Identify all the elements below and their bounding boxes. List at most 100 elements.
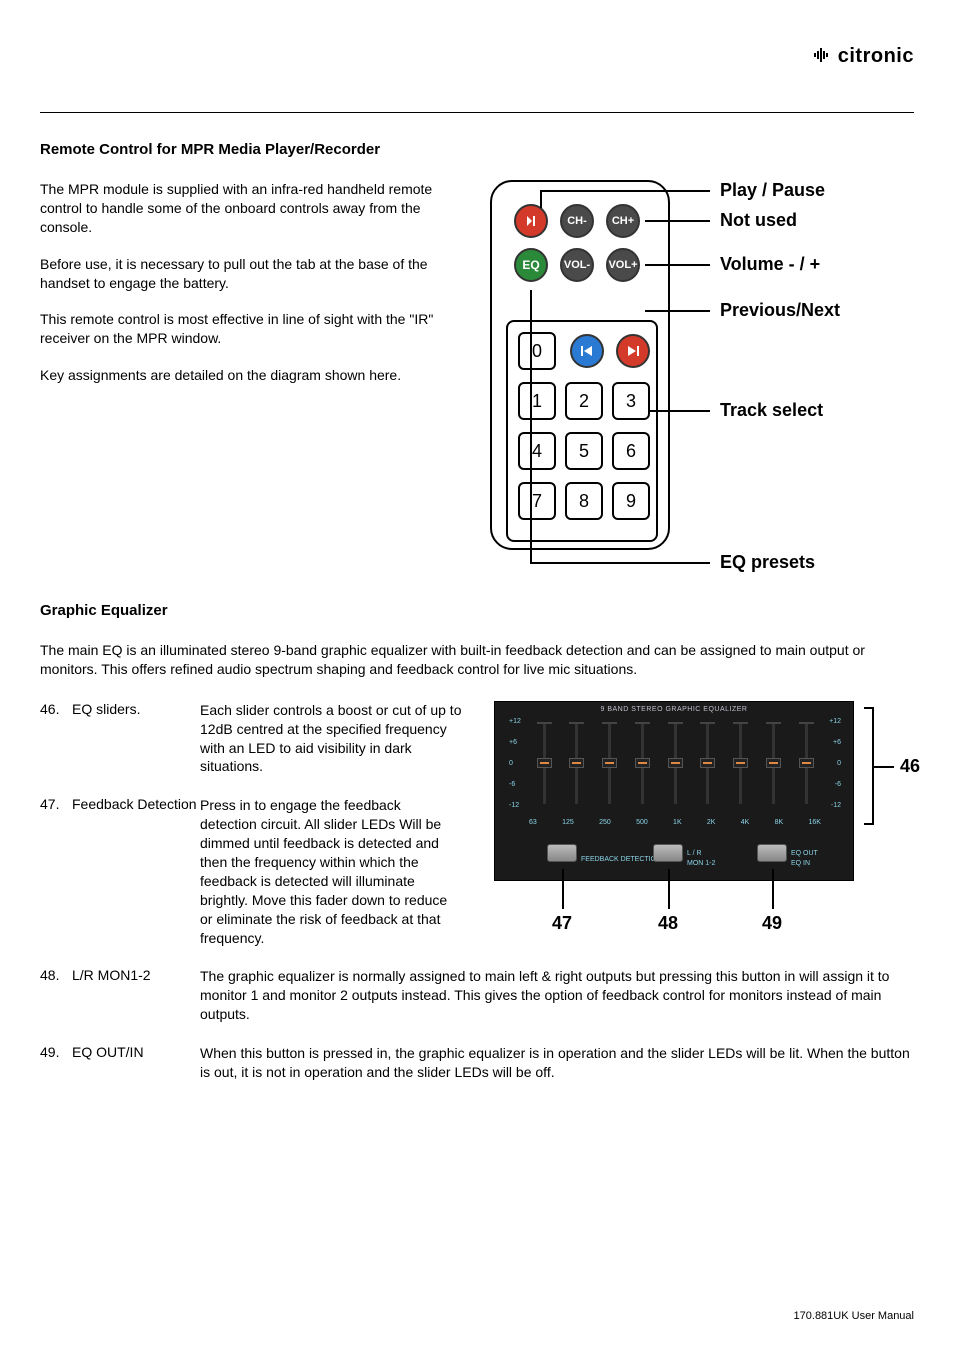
numpad-6: 6: [612, 432, 650, 470]
brand-logo: citronic: [814, 45, 914, 68]
vol-minus-button: VOL-: [560, 248, 594, 282]
numpad-0: 0: [518, 332, 556, 370]
eq-intro-text: The main EQ is an illuminated stereo 9-b…: [40, 641, 914, 679]
line-play-v: [540, 190, 542, 208]
freq-6: 4K: [741, 819, 750, 826]
eq-sliders-row: [531, 720, 819, 816]
vol-plus-label: VOL+: [608, 259, 637, 271]
numpad-panel: 0 1 2 3 4 5 6 7 8 9: [506, 320, 658, 542]
header-divider: [40, 112, 914, 113]
label-volume: Volume - / +: [720, 254, 820, 275]
line-notused: [645, 220, 710, 222]
ch-plus-button: CH+: [606, 204, 640, 238]
eq-item-desc-49: When this button is pressed in, the grap…: [200, 1044, 914, 1082]
eq-item-num-49: 49.: [40, 1044, 72, 1060]
remote-para-4: Key assignments are detailed on the diag…: [40, 366, 460, 385]
logo-bars-icon: [814, 45, 836, 68]
freq-1: 125: [562, 819, 574, 826]
freq-0: 63: [529, 819, 537, 826]
scale-l-4: -12: [509, 802, 521, 809]
numpad-8: 8: [565, 482, 603, 520]
line-eq-h: [530, 562, 710, 564]
label-eq-presets: EQ presets: [720, 552, 815, 573]
mon-btn-label: MON 1-2: [687, 860, 715, 868]
eqout-btn-label: EQ OUT: [791, 850, 818, 858]
line-track: [650, 410, 710, 412]
vol-plus-button: VOL+: [606, 248, 640, 282]
scale-r-3: -6: [829, 781, 841, 788]
eqin-btn-label: EQ IN: [791, 860, 810, 868]
eq-item-label-47: Feedback Detection: [72, 796, 200, 812]
line-volume: [645, 264, 710, 266]
lr-mon-btn-icon: [653, 844, 683, 862]
scale-r-0: +12: [829, 718, 841, 725]
freq-4: 1K: [673, 819, 682, 826]
eq-panel: 9 BAND STEREO GRAPHIC EQUALIZER +12 +6 0…: [494, 701, 854, 881]
eq-item-desc-46: Each slider controls a boost or cut of u…: [200, 701, 474, 777]
bracket-46: [864, 707, 874, 825]
eq-diagram: 9 BAND STEREO GRAPHIC EQUALIZER +12 +6 0…: [484, 701, 914, 961]
line-46: [874, 766, 894, 768]
label-play-pause: Play / Pause: [720, 180, 825, 201]
line-play: [540, 190, 710, 192]
freq-3: 500: [636, 819, 648, 826]
eq-item-desc-48: The graphic equalizer is normally assign…: [200, 967, 914, 1024]
eq-item-label-48: L/R MON1-2: [72, 967, 200, 983]
ch-minus-button: CH-: [560, 204, 594, 238]
freq-7: 8K: [775, 819, 784, 826]
numpad-3: 3: [612, 382, 650, 420]
feedback-btn-icon: [547, 844, 577, 862]
lr-btn-label: L / R: [687, 850, 702, 858]
scale-r-4: -12: [829, 802, 841, 809]
callout-49: 49: [762, 913, 782, 934]
eq-item-num-47: 47.: [40, 796, 72, 812]
vol-minus-label: VOL-: [564, 259, 590, 271]
remote-para-2: Before use, it is necessary to pull out …: [40, 255, 460, 293]
next-icon: [616, 334, 650, 368]
eq-button: EQ: [514, 248, 548, 282]
freq-2: 250: [599, 819, 611, 826]
numpad-2: 2: [565, 382, 603, 420]
callout-46: 46: [900, 756, 920, 777]
eq-slider-area: +12 +6 0 -6 -12 +12 +6 0 -6 -12: [509, 718, 841, 818]
callout-47: 47: [552, 913, 572, 934]
numpad-4: 4: [518, 432, 556, 470]
numpad-5: 5: [565, 432, 603, 470]
remote-diagram: CH- CH+ EQ VOL- VOL+ 0 1 2 3 4: [480, 180, 914, 560]
scale-r-1: +6: [829, 739, 841, 746]
eq-section-title: Graphic Equalizer: [40, 602, 914, 619]
eq-item-label-49: EQ OUT/IN: [72, 1044, 200, 1060]
footer-text: 170.881UK User Manual: [794, 1310, 914, 1322]
scale-l-0: +12: [509, 718, 521, 725]
line-eq-v: [530, 290, 532, 562]
brand-text: citronic: [838, 45, 914, 67]
feedback-btn-label: FEEDBACK DETECTION: [581, 856, 661, 864]
line-47: [562, 869, 564, 909]
line-prevnext: [645, 310, 710, 312]
remote-para-1: The MPR module is supplied with an infra…: [40, 180, 460, 237]
ch-plus-label: CH+: [612, 215, 634, 227]
numpad-1: 1: [518, 382, 556, 420]
scale-l-3: -6: [509, 781, 521, 788]
eq-scale-left: +12 +6 0 -6 -12: [509, 718, 521, 809]
eq-item-num-46: 46.: [40, 701, 72, 717]
freq-5: 2K: [707, 819, 716, 826]
eq-freq-labels: 63 125 250 500 1K 2K 4K 8K 16K: [529, 819, 821, 826]
scale-l-2: 0: [509, 760, 521, 767]
eqout-btn-icon: [757, 844, 787, 862]
line-49: [772, 869, 774, 909]
play-pause-icon: [514, 204, 548, 238]
label-track-select: Track select: [720, 400, 823, 421]
line-48: [668, 869, 670, 909]
remote-intro-text: The MPR module is supplied with an infra…: [40, 180, 460, 560]
eq-scale-right: +12 +6 0 -6 -12: [829, 718, 841, 809]
scale-r-2: 0: [829, 760, 841, 767]
label-prev-next: Previous/Next: [720, 300, 840, 321]
callout-48: 48: [658, 913, 678, 934]
label-not-used: Not used: [720, 210, 797, 231]
eq-item-label-46: EQ sliders.: [72, 701, 200, 717]
numpad-7: 7: [518, 482, 556, 520]
remote-body-outline: CH- CH+ EQ VOL- VOL+ 0 1 2 3 4: [490, 180, 670, 550]
remote-section-title: Remote Control for MPR Media Player/Reco…: [40, 141, 914, 158]
eq-item-num-48: 48.: [40, 967, 72, 983]
